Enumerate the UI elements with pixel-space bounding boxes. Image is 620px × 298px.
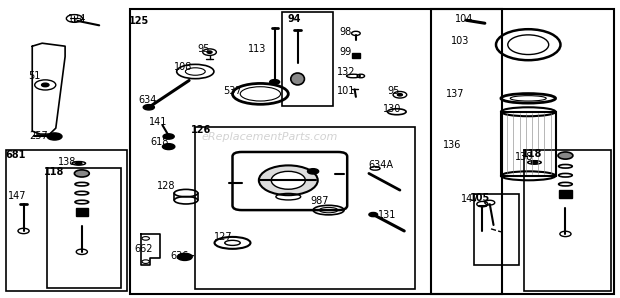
Text: 147: 147 bbox=[8, 191, 27, 201]
Circle shape bbox=[270, 80, 280, 84]
Text: 132: 132 bbox=[337, 66, 355, 77]
Text: 105: 105 bbox=[471, 193, 490, 203]
Text: eReplacementParts.com: eReplacementParts.com bbox=[202, 132, 338, 142]
Circle shape bbox=[74, 170, 89, 177]
Text: 94: 94 bbox=[287, 14, 301, 24]
Bar bbox=[6, 150, 127, 291]
Text: 257: 257 bbox=[29, 131, 48, 141]
Text: 99: 99 bbox=[340, 47, 352, 57]
Circle shape bbox=[163, 134, 174, 139]
Circle shape bbox=[207, 51, 212, 53]
Text: 537: 537 bbox=[223, 86, 242, 96]
Ellipse shape bbox=[259, 165, 317, 195]
Text: 126: 126 bbox=[192, 125, 211, 135]
Circle shape bbox=[42, 83, 49, 87]
Text: 147: 147 bbox=[461, 194, 479, 204]
Text: 138: 138 bbox=[58, 156, 76, 167]
Text: 127: 127 bbox=[214, 232, 232, 242]
Text: 136: 136 bbox=[443, 139, 462, 150]
Text: 95: 95 bbox=[388, 86, 400, 96]
Bar bbox=[431, 9, 614, 294]
Text: 104: 104 bbox=[454, 14, 473, 24]
Text: 51: 51 bbox=[28, 71, 40, 81]
Text: 137: 137 bbox=[446, 89, 465, 99]
Circle shape bbox=[397, 94, 402, 96]
Text: 130: 130 bbox=[383, 104, 401, 114]
Bar bbox=[76, 208, 88, 216]
Text: 131: 131 bbox=[378, 209, 397, 220]
Bar bbox=[46, 168, 121, 288]
Ellipse shape bbox=[291, 73, 304, 85]
Text: 101: 101 bbox=[337, 86, 355, 96]
Text: 634A: 634A bbox=[369, 160, 394, 170]
Text: 95: 95 bbox=[197, 44, 210, 54]
Circle shape bbox=[369, 212, 378, 217]
Text: 636: 636 bbox=[170, 251, 189, 261]
Text: 987: 987 bbox=[310, 196, 329, 206]
Text: 681: 681 bbox=[6, 150, 25, 160]
Bar bbox=[474, 194, 519, 265]
Text: 128: 128 bbox=[157, 181, 175, 191]
Text: 113: 113 bbox=[248, 44, 267, 54]
Text: 118: 118 bbox=[45, 167, 64, 177]
Circle shape bbox=[47, 133, 62, 140]
Text: 108: 108 bbox=[174, 62, 192, 72]
Text: 124: 124 bbox=[68, 14, 87, 24]
Circle shape bbox=[162, 144, 175, 150]
Circle shape bbox=[143, 105, 154, 110]
Text: 118: 118 bbox=[522, 149, 542, 159]
Circle shape bbox=[308, 169, 319, 174]
Text: 634: 634 bbox=[138, 95, 157, 105]
Text: 141: 141 bbox=[149, 117, 167, 127]
Text: 618: 618 bbox=[151, 136, 169, 147]
Bar bbox=[195, 127, 415, 289]
Bar bbox=[524, 150, 611, 291]
Ellipse shape bbox=[272, 171, 306, 189]
Circle shape bbox=[558, 152, 573, 159]
Text: 98: 98 bbox=[340, 27, 352, 37]
Text: 662: 662 bbox=[135, 244, 153, 254]
Bar bbox=[501, 112, 556, 176]
Bar bbox=[559, 190, 572, 198]
Circle shape bbox=[531, 161, 538, 164]
Bar bbox=[282, 12, 333, 106]
Bar bbox=[130, 9, 502, 294]
Text: 138: 138 bbox=[515, 152, 533, 162]
Bar bbox=[352, 53, 360, 58]
Text: 125: 125 bbox=[130, 16, 149, 26]
Circle shape bbox=[177, 253, 192, 260]
Text: 103: 103 bbox=[451, 36, 469, 46]
Circle shape bbox=[76, 162, 82, 165]
